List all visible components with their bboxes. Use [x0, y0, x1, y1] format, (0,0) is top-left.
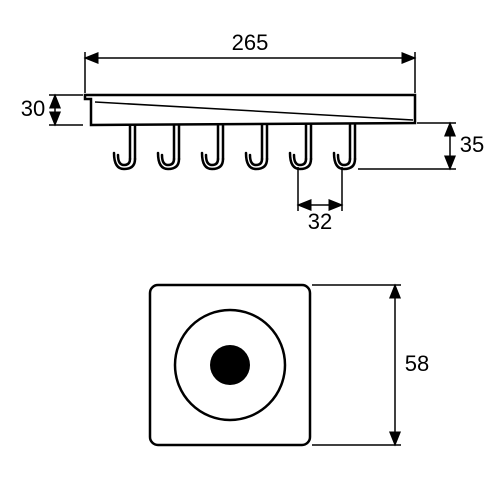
end-elevation: 58 — [150, 285, 429, 445]
side-elevation: 265 30 35 32 — [21, 30, 484, 234]
dim-58-label: 58 — [405, 351, 429, 376]
dim-width-label: 265 — [232, 30, 269, 55]
dim-30-label: 30 — [21, 96, 45, 121]
technical-drawing: 265 30 35 32 58 — [0, 0, 500, 500]
bore-inner — [210, 345, 250, 385]
dim-32-label: 32 — [308, 209, 332, 234]
dim-35-label: 35 — [460, 132, 484, 157]
rail-body — [85, 95, 415, 125]
